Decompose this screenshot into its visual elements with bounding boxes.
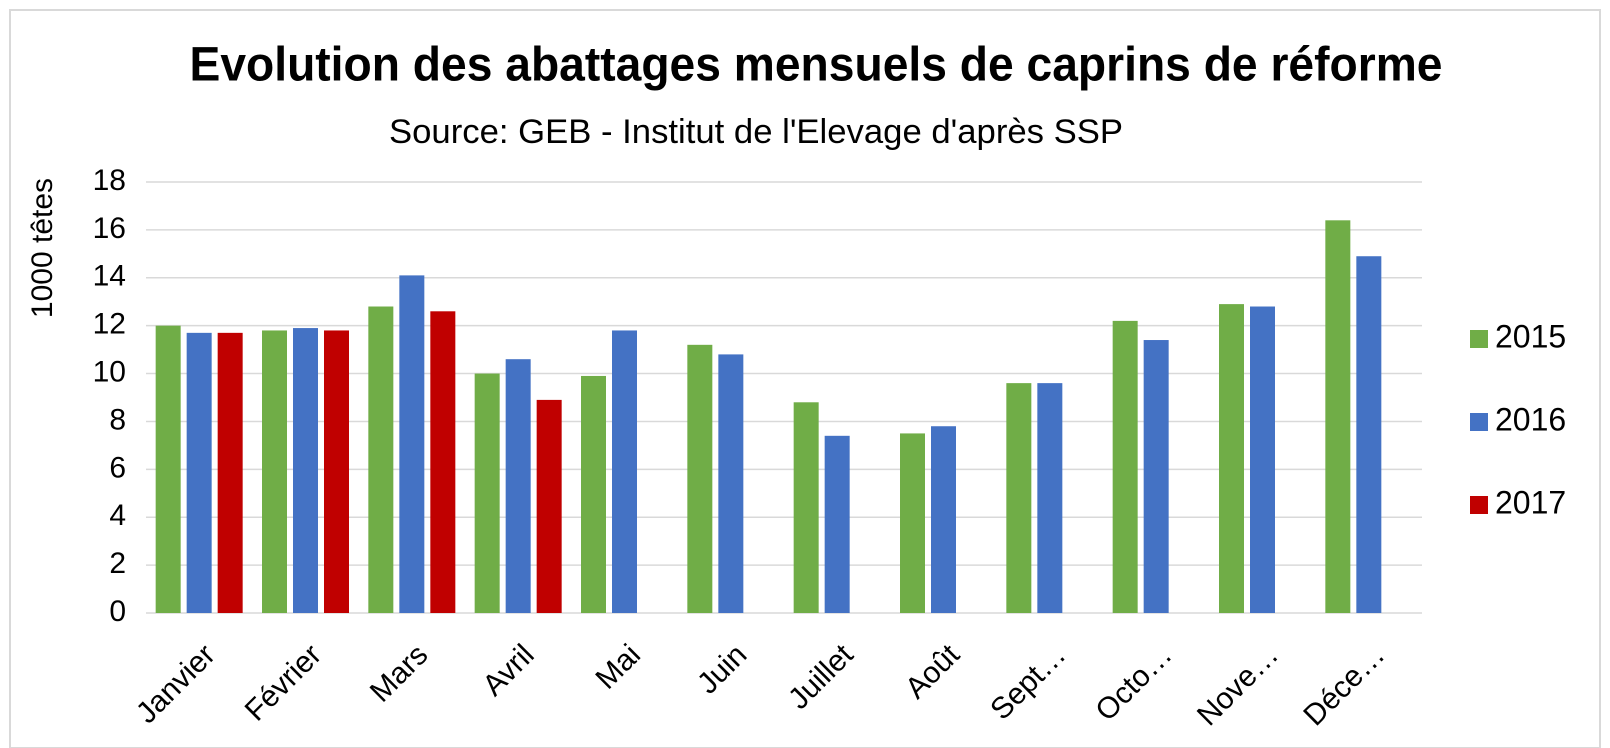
bar [1112, 320, 1138, 613]
bar [1250, 306, 1275, 613]
legend-label: 2015 [1495, 318, 1566, 354]
bar [1037, 383, 1063, 613]
bar [900, 433, 925, 613]
bar [612, 330, 637, 613]
y-tick-label: 10 [93, 355, 126, 388]
bar [293, 328, 318, 613]
legend-swatch [1470, 413, 1488, 431]
y-axis-label: 1000 têtes [26, 178, 59, 318]
chart-title: Evolution des abattages mensuels de capr… [190, 39, 1443, 92]
chart-subtitle: Source: GEB - Institut de l'Elevage d'ap… [389, 113, 1123, 151]
bar [687, 344, 713, 613]
bar [793, 402, 819, 613]
legend-swatch [1470, 330, 1488, 348]
bar [1006, 383, 1032, 613]
legend-label: 2017 [1495, 484, 1566, 520]
y-tick-label: 4 [109, 499, 126, 532]
bar [931, 426, 956, 613]
bar [536, 399, 562, 613]
y-tick-label: 2 [109, 547, 126, 580]
y-tick-label: 12 [93, 308, 126, 341]
bar [1143, 340, 1169, 613]
legend-swatch [1470, 496, 1488, 514]
bar [155, 325, 181, 613]
y-tick-label: 8 [109, 403, 126, 436]
y-tick-label: 14 [93, 260, 126, 293]
bar [1356, 256, 1382, 613]
bar [824, 435, 850, 613]
bar [399, 275, 425, 613]
y-tick-label: 16 [93, 212, 126, 245]
bar [1219, 304, 1244, 613]
bar [505, 359, 531, 613]
legend-label: 2016 [1495, 401, 1566, 437]
y-tick-label: 18 [93, 164, 126, 197]
bar [217, 332, 243, 613]
y-tick-label: 6 [109, 451, 126, 484]
bar [474, 373, 500, 613]
bar [581, 375, 606, 613]
bar [186, 332, 212, 613]
bar [1325, 220, 1351, 614]
bar [262, 330, 287, 613]
bar [718, 354, 744, 613]
bar [368, 306, 394, 613]
bar [324, 330, 349, 613]
y-tick-label: 0 [109, 595, 126, 628]
bar [430, 311, 456, 613]
